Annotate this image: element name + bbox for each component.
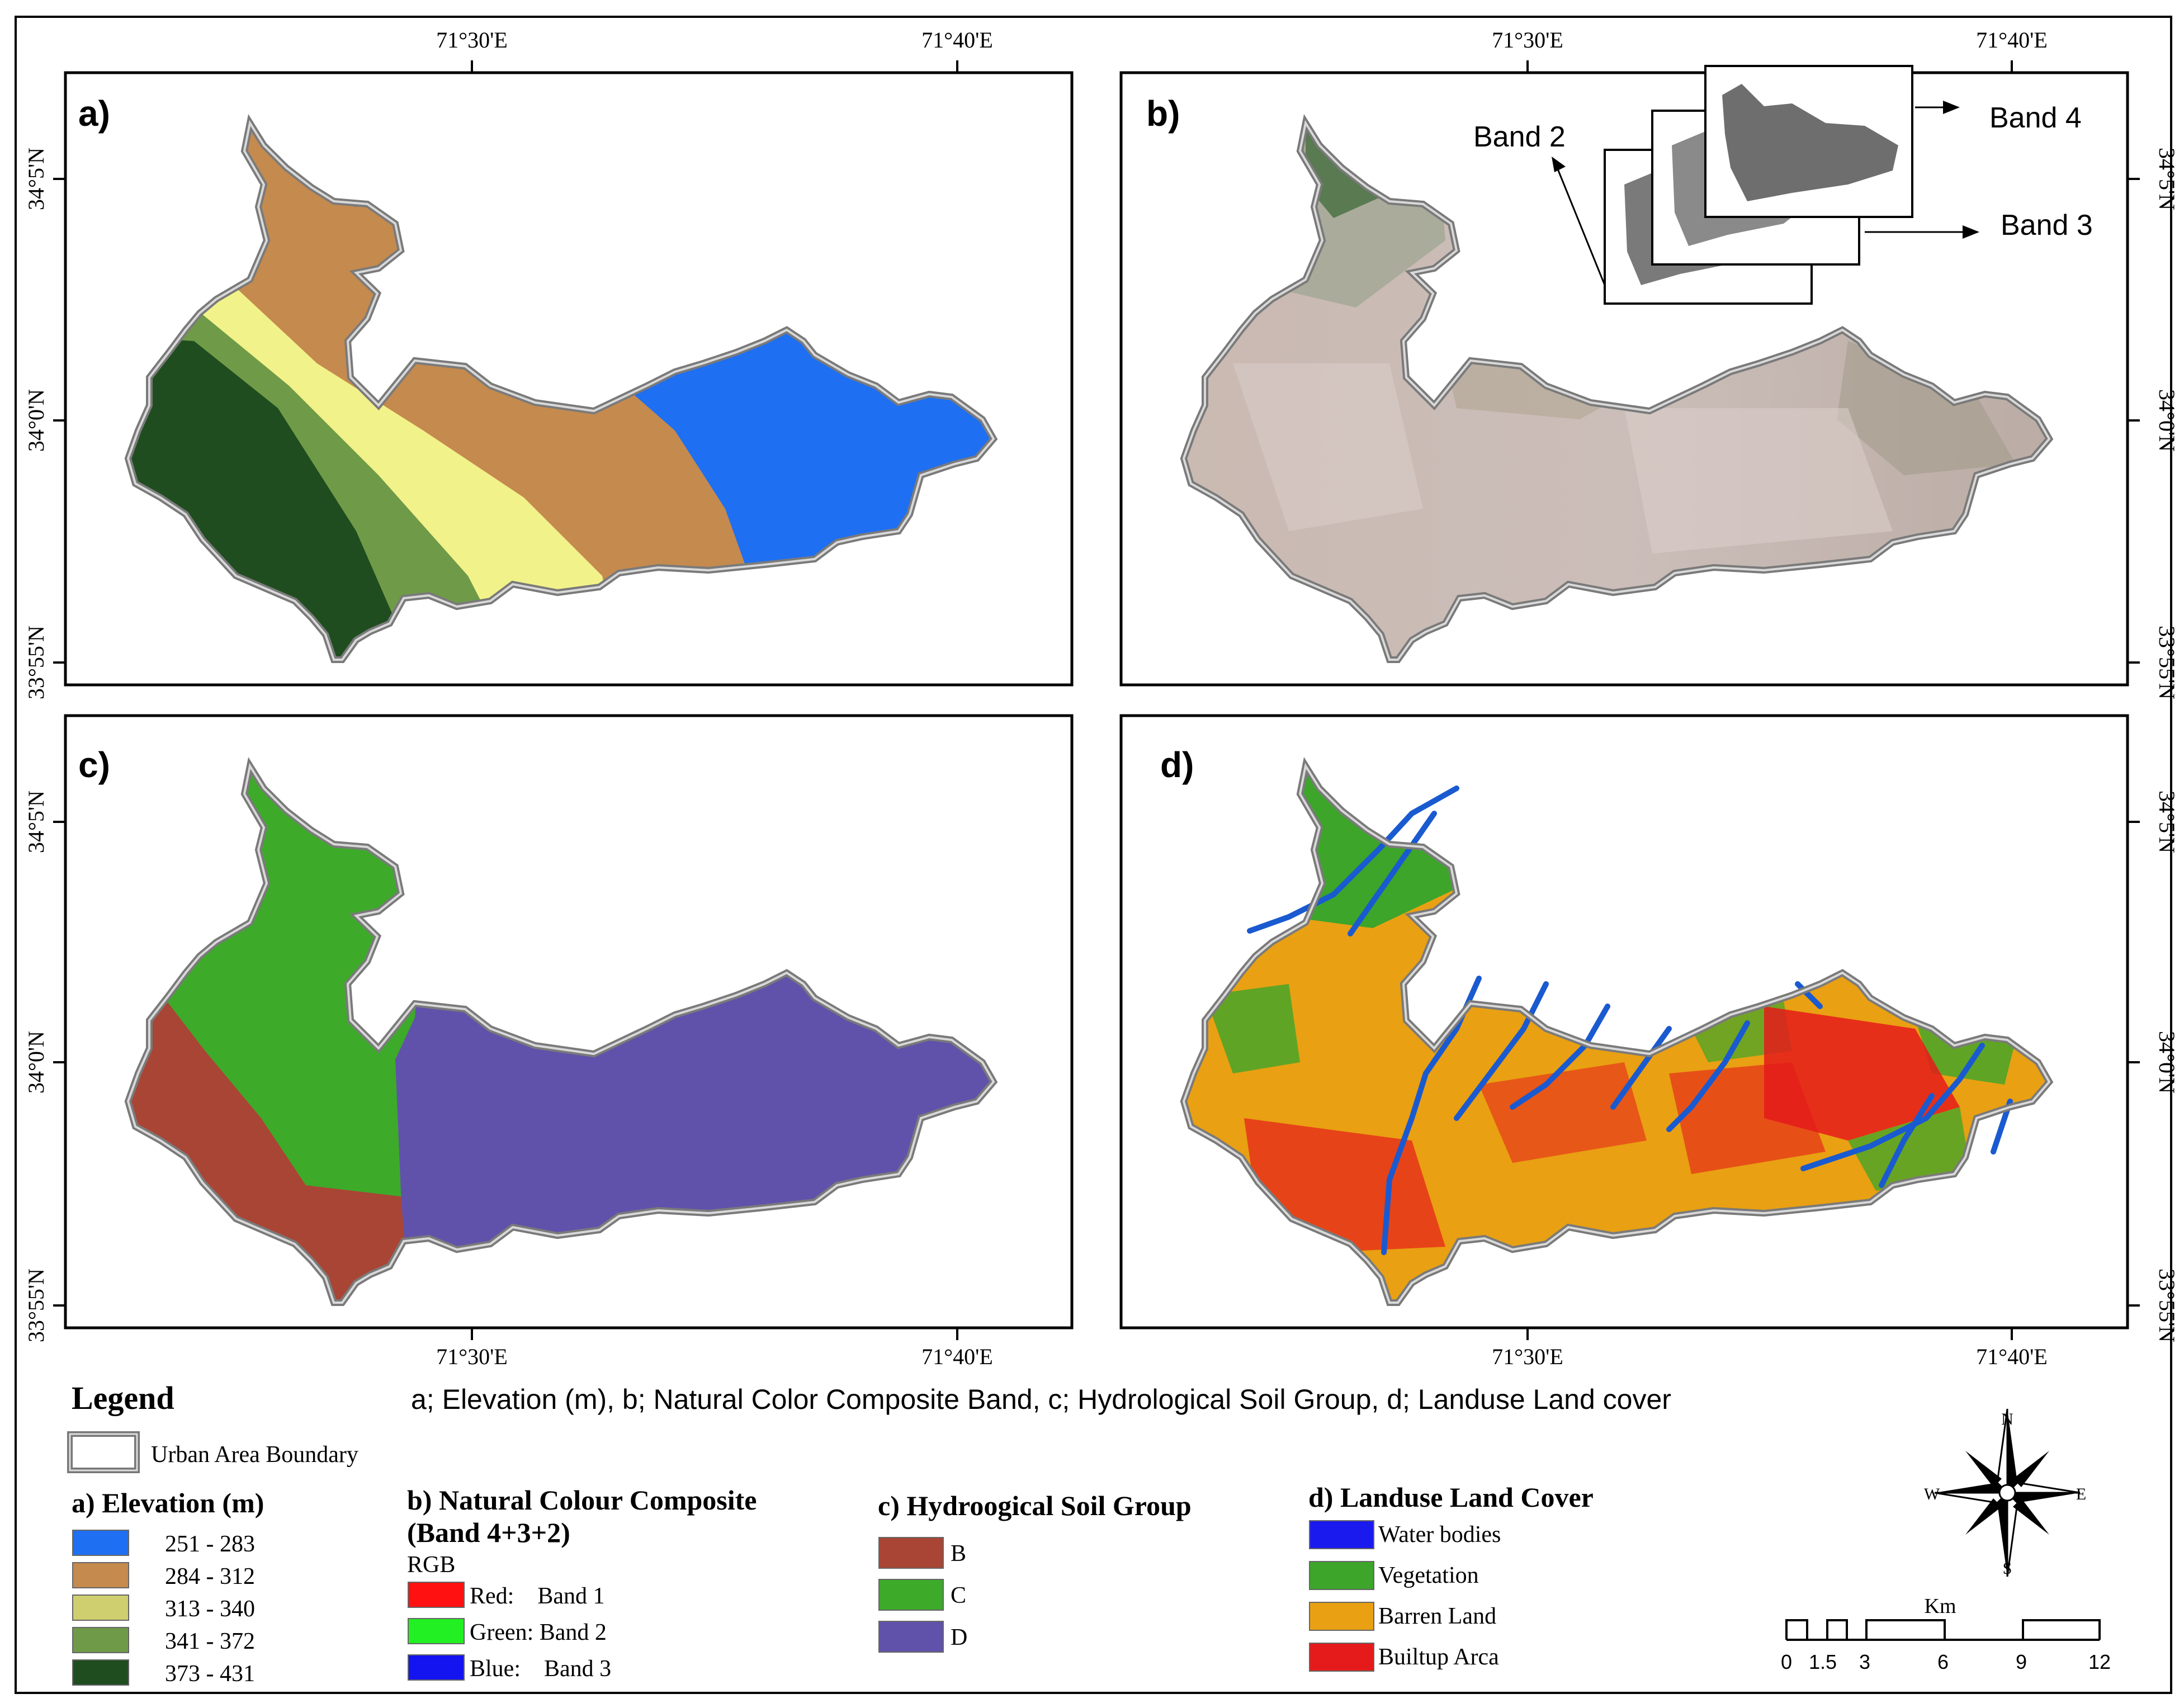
soil-swatch-b (878, 1537, 944, 1569)
landuse-label-water: Water bodies (1378, 1522, 1501, 1548)
composite-label-blue: Blue: Band 3 (470, 1656, 611, 1682)
scalebar (1785, 1619, 2101, 1641)
lat-label-a-0: 34°0'N (23, 389, 49, 452)
lat-label-c-0: 34°0'N (23, 1031, 49, 1094)
lat-label-c-5: 34°5'N (23, 791, 49, 853)
elevation-legend: 251 - 283 284 - 312 313 - 340 341 - 372 … (72, 1530, 255, 1687)
landuse-label-barren: Barren Land (1378, 1603, 1496, 1629)
landuse-label-vegetation: Vegetation (1378, 1563, 1479, 1588)
elevation-swatch-4 (72, 1627, 129, 1653)
scalebar-tick-3: 6 (1937, 1650, 1949, 1673)
figure-border (15, 16, 2172, 1694)
band3-label: Band 3 (2001, 209, 2093, 242)
lon-label-c-40: 71°40'E (921, 1344, 993, 1369)
soil-swatch-d (878, 1621, 944, 1653)
compass-n: N (2001, 1410, 2013, 1428)
elevation-label-1: 251 - 283 (165, 1531, 255, 1557)
composite-label-red: Red: Band 1 (470, 1583, 604, 1609)
lat-label-d-5: 34°5'N (2154, 791, 2180, 853)
legend-graphics (67, 1408, 2101, 1641)
band2-arrow (1556, 167, 1606, 286)
compass-e: E (2076, 1485, 2086, 1503)
elevation-label-2: 284 - 312 (165, 1564, 255, 1589)
elevation-swatch-1 (72, 1530, 129, 1556)
panel-d-letter: d) (1160, 745, 1194, 785)
elevation-swatch-2 (72, 1562, 129, 1588)
composite-legend-title: b) Natural Colour Composite (407, 1484, 757, 1516)
elevation-label-3: 313 - 340 (165, 1596, 255, 1622)
landuse-swatch-builtup (1309, 1643, 1374, 1672)
band4-label: Band 4 (1989, 102, 2082, 134)
landuse-legend-title: d) Landuse Land Cover (1308, 1482, 1594, 1513)
lon-label-d-40: 71°40'E (1976, 1344, 2048, 1369)
lon-label-b-40: 71°40'E (1976, 27, 2048, 53)
lat-label-d-0: 34°0'N (2154, 1031, 2180, 1094)
scalebar-tick-2: 3 (1859, 1650, 1870, 1673)
composite-label-green: Green: Band 2 (470, 1620, 607, 1645)
compass-s: S (2003, 1559, 2012, 1578)
soil-label-b: B (951, 1541, 966, 1567)
panel-b-letter: b) (1146, 93, 1180, 134)
elevation-swatch-5 (72, 1659, 129, 1686)
lon-label-c-30: 71°30'E (436, 1344, 508, 1369)
lat-label-b-55: 33°55'N (2154, 626, 2180, 699)
soil-legend-title: c) Hydroogical Soil Group (878, 1490, 1192, 1521)
elevation-label-4: 341 - 372 (165, 1629, 255, 1654)
lon-label-d-30: 71°30'E (1492, 1344, 1563, 1369)
elevation-legend-title: a) Elevation (m) (72, 1487, 264, 1518)
lon-label-b-30: 71°30'E (1492, 27, 1563, 53)
legend-title: Legend (72, 1380, 174, 1416)
panel-c-soil (65, 716, 1072, 1328)
lon-label-a-40: 71°40'E (921, 27, 993, 53)
panel-a-elevation (65, 73, 1072, 685)
lat-label-a-5: 34°5'N (23, 148, 49, 210)
compass-w: W (1924, 1485, 1940, 1503)
scalebar-tick-0: 0 (1781, 1650, 1792, 1673)
lat-label-b-0: 34°0'N (2154, 389, 2180, 452)
panel-c-letter: c) (78, 745, 110, 785)
composite-legend-rgb: RGB (407, 1552, 455, 1578)
landuse-swatch-barren (1309, 1602, 1374, 1631)
scalebar-tick-4: 9 (2016, 1650, 2027, 1673)
landuse-swatch-water (1309, 1520, 1374, 1549)
landuse-swatch-vegetation (1309, 1561, 1374, 1590)
scalebar-tick-1: 1.5 (1809, 1650, 1837, 1673)
axis-ticks (53, 60, 2140, 1340)
panel-b-composite (1121, 65, 2128, 685)
band-stack-inset (1604, 65, 1913, 305)
panel-a-letter: a) (78, 93, 110, 134)
elevation-swatch-3 (72, 1595, 129, 1621)
scalebar-tick-5: 12 (2088, 1650, 2111, 1673)
soil-swatch-c (878, 1579, 944, 1611)
landuse-legend: Water bodies Vegetation Barren Land Buil… (1309, 1520, 1501, 1672)
boundary-label: Urban Area Boundary (151, 1442, 358, 1468)
soil-label-c: C (951, 1583, 966, 1608)
scalebar-unit: Km (1925, 1595, 1956, 1618)
compass-rose (1934, 1408, 2081, 1577)
landuse-label-builtup: Builtup Arca (1378, 1644, 1499, 1670)
panel-d-landuse (1121, 716, 2128, 1328)
legend-caption: a; Elevation (m), b; Natural Color Compo… (411, 1384, 1671, 1415)
soil-legend: B C D (878, 1537, 967, 1653)
composite-legend: Red: Band 1 Green: Band 2 Blue: Band 3 (408, 1582, 611, 1682)
composite-legend-subtitle: (Band 4+3+2) (407, 1517, 570, 1548)
lon-label-a-30: 71°30'E (436, 27, 508, 53)
band2-label: Band 2 (1473, 121, 1566, 153)
soil-label-d: D (951, 1625, 967, 1650)
composite-swatch-green (408, 1618, 465, 1644)
composite-swatch-red (408, 1582, 465, 1608)
lat-label-c-55: 33°55'N (23, 1269, 49, 1342)
composite-swatch-blue (408, 1654, 465, 1681)
lat-label-d-55: 33°55'N (2154, 1269, 2180, 1342)
elevation-label-5: 373 - 431 (165, 1661, 255, 1687)
lat-label-b-5: 34°5'N (2154, 148, 2180, 210)
lat-label-a-55: 33°55'N (23, 626, 49, 699)
